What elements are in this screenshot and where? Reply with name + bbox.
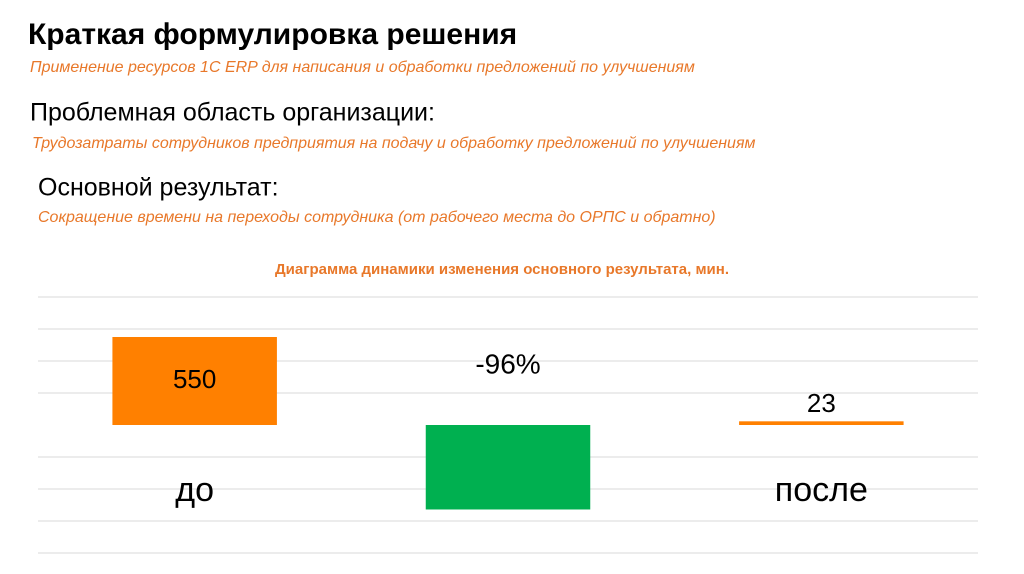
section-heading: Проблемная область организации: [30, 99, 435, 127]
section-text: Сокращение времени на переходы сотрудник… [38, 209, 716, 226]
slide-title: Краткая формулировка решения [28, 18, 517, 51]
bar [739, 421, 904, 425]
section-text: Трудозатраты сотрудников предприятия на … [32, 135, 755, 152]
change-bar [425, 425, 591, 510]
value-label: 550 [173, 364, 216, 394]
value-label: 23 [807, 388, 836, 418]
x-tick-label: после [775, 471, 868, 509]
change-label: -96% [475, 348, 540, 379]
bar [112, 337, 277, 425]
slide-subtitle: Применение ресурсов 1С ERP для написания… [30, 59, 695, 76]
chart-title: Диаграмма динамики изменения основного р… [275, 261, 729, 278]
section-heading: Основной результат: [38, 174, 279, 202]
x-tick-label: до [175, 471, 214, 509]
